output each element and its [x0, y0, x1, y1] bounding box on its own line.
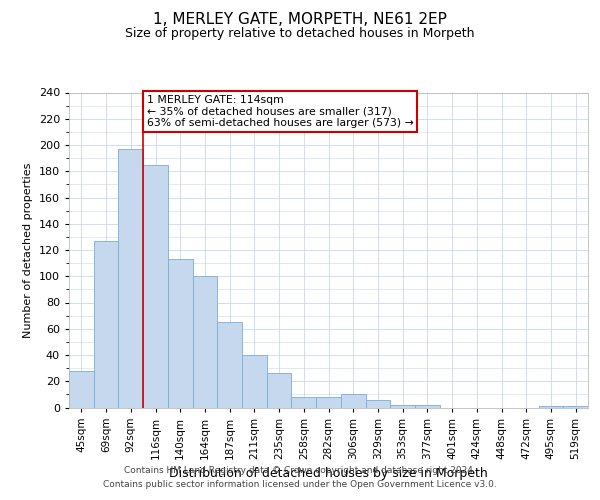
Bar: [539, 406, 563, 407]
Bar: [217, 322, 242, 408]
Bar: [267, 374, 292, 408]
Text: Size of property relative to detached houses in Morpeth: Size of property relative to detached ho…: [125, 28, 475, 40]
Text: 1 MERLEY GATE: 114sqm
← 35% of detached houses are smaller (317)
63% of semi-det: 1 MERLEY GATE: 114sqm ← 35% of detached …: [147, 95, 413, 128]
Bar: [118, 149, 143, 407]
Bar: [341, 394, 365, 407]
Bar: [415, 405, 440, 407]
Bar: [316, 397, 341, 407]
Bar: [242, 355, 267, 408]
Text: Contains public sector information licensed under the Open Government Licence v3: Contains public sector information licen…: [103, 480, 497, 489]
Bar: [563, 406, 588, 407]
Text: 1, MERLEY GATE, MORPETH, NE61 2EP: 1, MERLEY GATE, MORPETH, NE61 2EP: [153, 12, 447, 28]
Y-axis label: Number of detached properties: Number of detached properties: [23, 162, 33, 338]
Bar: [143, 164, 168, 408]
Bar: [168, 259, 193, 408]
X-axis label: Distribution of detached houses by size in Morpeth: Distribution of detached houses by size …: [169, 467, 488, 480]
Text: Contains HM Land Registry data © Crown copyright and database right 2024.: Contains HM Land Registry data © Crown c…: [124, 466, 476, 475]
Bar: [365, 400, 390, 407]
Bar: [292, 397, 316, 407]
Bar: [94, 241, 118, 408]
Bar: [390, 405, 415, 407]
Bar: [69, 371, 94, 408]
Bar: [193, 276, 217, 407]
